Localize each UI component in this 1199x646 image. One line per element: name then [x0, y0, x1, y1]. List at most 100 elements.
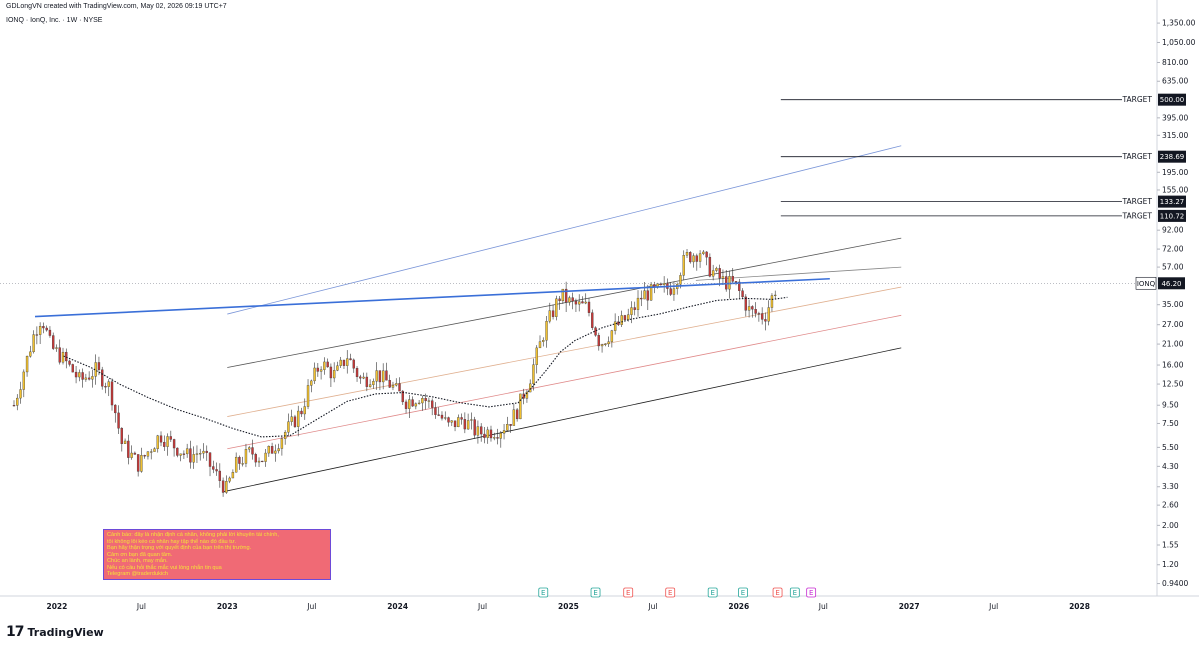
moving-average-line [63, 296, 788, 438]
candle-body [774, 294, 777, 296]
earnings-marker-box [789, 587, 800, 598]
candle-body [185, 448, 189, 455]
candle-body [731, 276, 734, 282]
candle-body [257, 460, 261, 463]
target-value-badge [1158, 93, 1186, 106]
candle-body [613, 321, 617, 331]
candle-body [682, 255, 685, 276]
candle-body [564, 288, 568, 303]
candle-body [551, 310, 555, 317]
candle-body [293, 416, 297, 427]
candle-body [643, 290, 646, 300]
candle-body [71, 364, 74, 373]
candle-body [176, 447, 179, 456]
candle-body [375, 370, 378, 382]
candle-body [627, 314, 630, 320]
candle-body [19, 389, 22, 399]
target-value-badge [1158, 209, 1186, 222]
candle-body [316, 367, 320, 372]
candle-body [738, 281, 741, 291]
candle-body [597, 335, 600, 347]
candle-body [493, 437, 496, 439]
candle-body [430, 400, 434, 408]
candle-body [84, 377, 88, 380]
candle-body [512, 409, 516, 426]
candle-body [215, 469, 218, 472]
price-tick-label: 4.30 [1162, 462, 1179, 471]
candle-body [499, 433, 502, 439]
candle-body [728, 276, 731, 290]
candle-body [444, 417, 447, 419]
time-tick-label: 2023 [217, 602, 238, 611]
candle-body [486, 429, 489, 438]
candle-body [25, 356, 29, 373]
earnings-event-marker: E [806, 587, 817, 598]
candle-body [231, 472, 235, 479]
candle-body [381, 370, 385, 383]
target-level: TARGET 238.69 [780, 150, 1186, 163]
tradingview-brand: TradingView [27, 625, 104, 639]
candle-body [117, 412, 120, 429]
tradingview-logo[interactable]: 17 TradingView [6, 624, 104, 640]
candle-body [636, 297, 640, 310]
candle-body [365, 376, 369, 387]
candle-body [58, 347, 61, 363]
candle-body [391, 385, 395, 388]
tradingview-logo-icon: 17 [6, 624, 25, 640]
symbol-info[interactable]: IONQ · IonQ, Inc. · 1W · NYSE [6, 17, 103, 24]
candle-body [584, 301, 587, 304]
candle-body [401, 390, 404, 403]
candle-body [594, 327, 597, 336]
earnings-marker-label: E [668, 589, 672, 597]
candle-body [195, 453, 199, 455]
candle-body [120, 428, 124, 444]
warning-line: Bạn hãy thận trọng với quyết định của bạ… [107, 545, 252, 551]
candle-body [303, 406, 306, 415]
earnings-marker-box [538, 587, 549, 598]
candle-body [48, 329, 52, 336]
candle-body [470, 419, 473, 421]
earnings-marker-label: E [626, 589, 630, 597]
candle-body [659, 283, 663, 285]
candle-body [646, 290, 649, 301]
candle-body [437, 414, 440, 416]
candle-body [411, 399, 414, 407]
earnings-event-marker: E [789, 587, 800, 598]
candle-body [698, 253, 702, 262]
candle-body [630, 307, 633, 315]
candle-body [764, 319, 767, 322]
candle-body [519, 393, 522, 420]
price-tick-label: 1.20 [1162, 560, 1179, 569]
candle-body [623, 315, 627, 320]
candle-body [496, 437, 499, 439]
target-label: TARGET [1122, 152, 1153, 161]
candle-body [163, 441, 166, 447]
candle-body [199, 453, 202, 455]
price-tick-label: 72.00 [1162, 245, 1184, 254]
candle-body [548, 310, 551, 322]
candle-body [708, 256, 712, 277]
candle-body [329, 366, 333, 379]
candle-body [529, 383, 532, 393]
price-tick-label: 315.00 [1162, 131, 1188, 140]
price-tick-label: 155.00 [1162, 185, 1188, 194]
time-tick-label: 2026 [728, 602, 749, 611]
price-tick-label: 1,050.00 [1162, 38, 1196, 47]
candle-body [143, 455, 146, 457]
candle-body [52, 335, 55, 349]
candle-body [234, 456, 238, 473]
candle-body [620, 315, 623, 325]
earnings-marker-label: E [541, 589, 545, 597]
price-tick-label: 7.50 [1162, 419, 1179, 428]
candle-body [408, 399, 411, 409]
candle-body [202, 450, 205, 454]
candle-body [591, 312, 594, 328]
target-value-badge [1158, 195, 1186, 208]
candle-body [136, 454, 140, 472]
candle-body [35, 334, 39, 336]
candle-body [447, 417, 450, 423]
candle-body [695, 255, 699, 262]
candle-body [352, 359, 355, 369]
candle-body [662, 283, 666, 285]
